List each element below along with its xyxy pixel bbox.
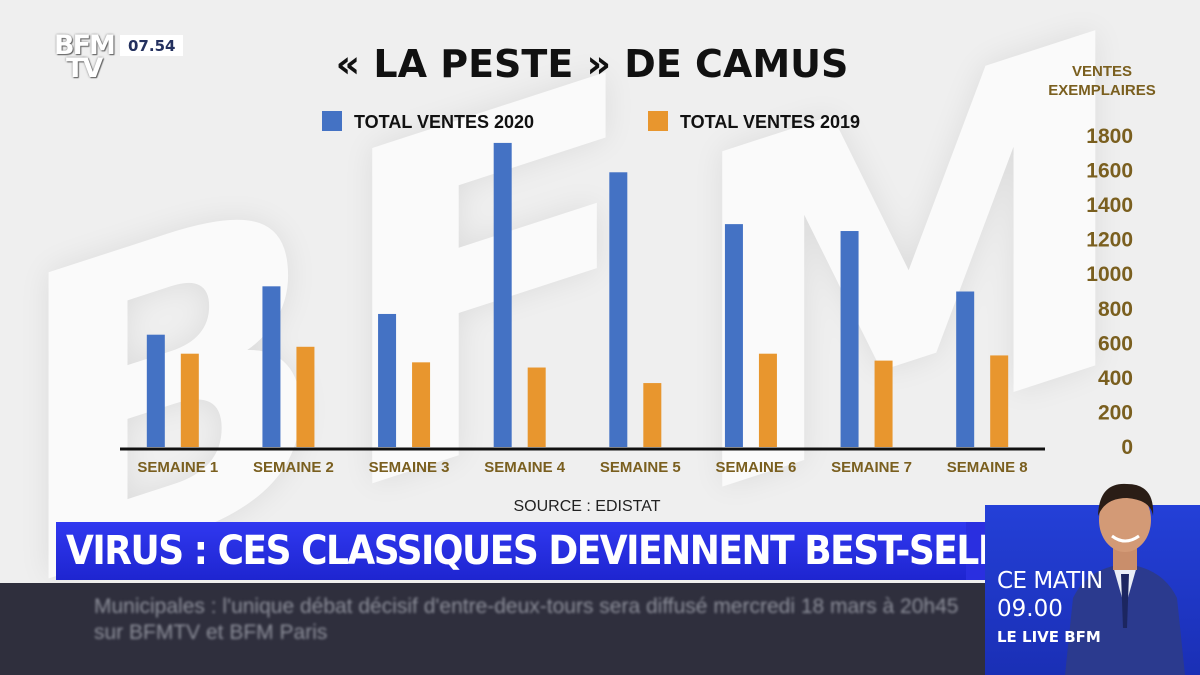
y-tick-label: 1600 — [1086, 160, 1133, 183]
y-tick-label: 0 — [1121, 436, 1133, 459]
logo-line-2: TV — [66, 53, 103, 84]
bar-2020-week-2 — [262, 286, 281, 447]
bar-2019-week-3 — [412, 362, 431, 447]
y-tick-label: 1400 — [1086, 194, 1133, 217]
bar-2020-week-5 — [609, 172, 628, 448]
chart-source: SOURCE : EDISTAT — [514, 498, 661, 515]
bar-2019-week-1 — [180, 353, 199, 447]
x-tick-label: SEMAINE 4 — [484, 459, 566, 476]
y-tick-label: 800 — [1098, 298, 1133, 321]
bar-2019-week-5 — [643, 383, 662, 447]
bfmtv-logo: BFM TV — [54, 30, 116, 84]
headline-bar — [56, 522, 986, 580]
live-line-1: CE MATIN — [997, 568, 1103, 594]
x-ticks-group: SEMAINE 1 SEMAINE 2 SEMAINE 3 SEMAINE 4 SEMA… — [137, 459, 1027, 476]
news-ticker — [0, 583, 985, 675]
legend-label-2019: TOTAL VENTES 2019 — [680, 112, 860, 132]
bars-group — [146, 142, 1009, 448]
x-tick-label: SEMAINE 1 — [137, 459, 218, 476]
bar-2020-week-4 — [493, 142, 512, 447]
y-axis-title-line2: EXEMPLAIRES — [1048, 82, 1156, 99]
y-tick-label: 1800 — [1086, 125, 1133, 148]
x-tick-label: SEMAINE 2 — [253, 459, 334, 476]
bar-2019-week-4 — [527, 367, 546, 447]
bar-2019-week-8 — [990, 355, 1009, 447]
y-tick-label: 400 — [1098, 367, 1133, 390]
clock: 07.54 — [120, 35, 184, 56]
logo-line-1: BFM — [54, 30, 116, 61]
legend-swatch-2020 — [322, 111, 342, 131]
x-tick-label: SEMAINE 3 — [369, 459, 450, 476]
sales-bar-chart: « LA PESTE » DE CAMUS TOTAL VENTES 2020 … — [120, 42, 1156, 515]
x-tick-label: SEMAINE 8 — [947, 459, 1028, 476]
chart-title: « LA PESTE » DE CAMUS — [336, 42, 849, 86]
y-axis-title-line1: VENTES — [1072, 63, 1132, 80]
y-tick-label: 1200 — [1086, 229, 1133, 252]
y-tick-label: 200 — [1098, 401, 1133, 424]
y-ticks-group: 0 200 400 600 800 1000 1200 1400 1600 1800 — [1086, 125, 1133, 459]
live-line-2: 09.00 — [997, 596, 1063, 622]
legend-label-2020: TOTAL VENTES 2020 — [354, 112, 534, 132]
bar-2020-week-8 — [956, 291, 975, 447]
y-tick-label: 600 — [1098, 332, 1133, 355]
bar-2020-week-3 — [378, 313, 397, 447]
headline: VIRUS : CES CLASSIQUES DEVIENNENT BEST-S… — [66, 528, 1075, 574]
x-tick-label: SEMAINE 5 — [600, 459, 681, 476]
ticker-text: Municipales : l'unique débat décisif d'e… — [94, 595, 959, 644]
bar-2019-week-2 — [296, 346, 315, 447]
bar-2020-week-7 — [840, 231, 859, 447]
presenter-image — [1065, 483, 1185, 675]
x-tick-label: SEMAINE 6 — [716, 459, 797, 476]
x-tick-label: SEMAINE 7 — [831, 459, 912, 476]
live-line-3: LE LIVE BFM — [997, 628, 1101, 646]
bar-2020-week-6 — [724, 224, 743, 447]
bar-2019-week-6 — [758, 353, 777, 447]
y-tick-label: 1000 — [1086, 263, 1133, 286]
bar-2020-week-1 — [146, 334, 165, 447]
bar-2019-week-7 — [874, 360, 893, 447]
legend-swatch-2019 — [648, 111, 668, 131]
